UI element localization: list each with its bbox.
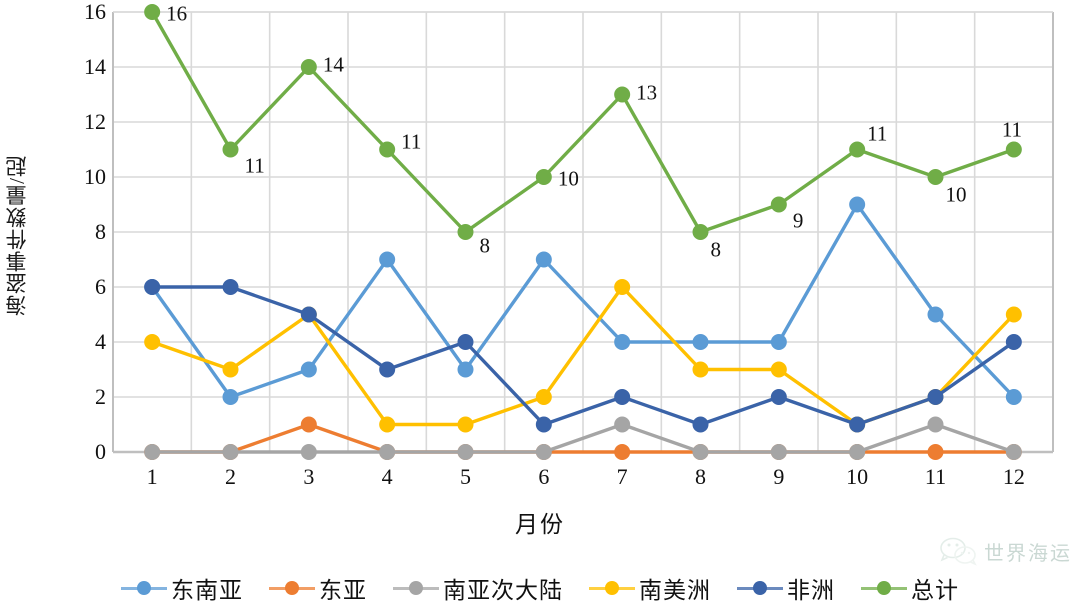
y-tick-10: 10 xyxy=(84,164,106,189)
data-label-11: 10 xyxy=(945,182,967,207)
legend-item-2[interactable]: 南亚次大陆 xyxy=(393,571,563,605)
series-layer xyxy=(144,4,1022,460)
x-tick-6: 6 xyxy=(538,464,550,489)
legend-swatch-icon xyxy=(121,580,167,596)
y-tick-4: 4 xyxy=(95,329,106,354)
data-label-6: 10 xyxy=(557,166,579,191)
x-tick-3: 3 xyxy=(303,464,315,489)
legend-label: 南亚次大陆 xyxy=(443,578,563,603)
data-label-5: 8 xyxy=(479,233,491,258)
x-tick-7: 7 xyxy=(616,464,628,489)
data-label-8: 8 xyxy=(710,237,722,262)
data-label-10: 11 xyxy=(867,121,888,145)
legend-label: 东亚 xyxy=(319,578,367,603)
x-tick-4: 4 xyxy=(381,464,393,489)
legend-item-4[interactable]: 非洲 xyxy=(737,571,835,605)
legend-item-3[interactable]: 南美洲 xyxy=(589,571,711,605)
series-4 xyxy=(144,279,1022,433)
legend-item-5[interactable]: 总计 xyxy=(861,571,959,605)
data-label-3: 14 xyxy=(322,52,344,77)
data-label-12: 11 xyxy=(1001,117,1023,141)
chart-legend: 东南亚 东亚 南亚次大陆 南美洲 非洲 总计 xyxy=(0,568,1080,608)
x-tick-8: 8 xyxy=(695,464,706,489)
legend-label: 南美洲 xyxy=(639,578,711,603)
legend-swatch-icon xyxy=(269,580,315,596)
x-tick-9: 9 xyxy=(773,464,785,489)
legend-label: 非洲 xyxy=(787,578,835,603)
x-tick-10: 10 xyxy=(846,464,869,489)
series-5 xyxy=(144,4,1022,240)
legend-swatch-icon xyxy=(589,580,635,596)
x-axis-title: 月份 xyxy=(515,512,565,537)
legend-item-1[interactable]: 东亚 xyxy=(269,571,367,605)
legend-swatch-icon xyxy=(393,580,439,596)
data-label-7: 13 xyxy=(636,80,658,104)
y-tick-12: 12 xyxy=(84,109,106,134)
legend-label: 总计 xyxy=(911,578,959,603)
y-tick-8: 8 xyxy=(95,219,106,244)
series-2 xyxy=(144,416,1022,460)
legend-label: 东南亚 xyxy=(171,578,243,603)
y-tick-16: 16 xyxy=(84,0,106,24)
x-tick-5: 5 xyxy=(460,464,471,489)
data-label-2: 11 xyxy=(244,153,265,177)
data-label-1: 16 xyxy=(166,1,188,26)
x-tick-1: 1 xyxy=(146,464,158,489)
y-tick-2: 2 xyxy=(95,384,106,409)
legend-item-0[interactable]: 东南亚 xyxy=(121,571,243,605)
x-tick-11: 11 xyxy=(924,464,947,489)
y-tick-6: 6 xyxy=(95,274,106,299)
data-label-4: 11 xyxy=(401,129,422,153)
x-tick-12: 12 xyxy=(1002,464,1025,489)
legend-swatch-icon xyxy=(861,580,907,596)
data-label-9: 9 xyxy=(792,208,804,232)
y-tick-14: 14 xyxy=(84,54,106,79)
y-tick-0: 0 xyxy=(95,439,106,464)
x-tick-2: 2 xyxy=(225,464,236,489)
legend-swatch-icon xyxy=(737,580,783,596)
vertical-gridlines xyxy=(190,12,976,452)
